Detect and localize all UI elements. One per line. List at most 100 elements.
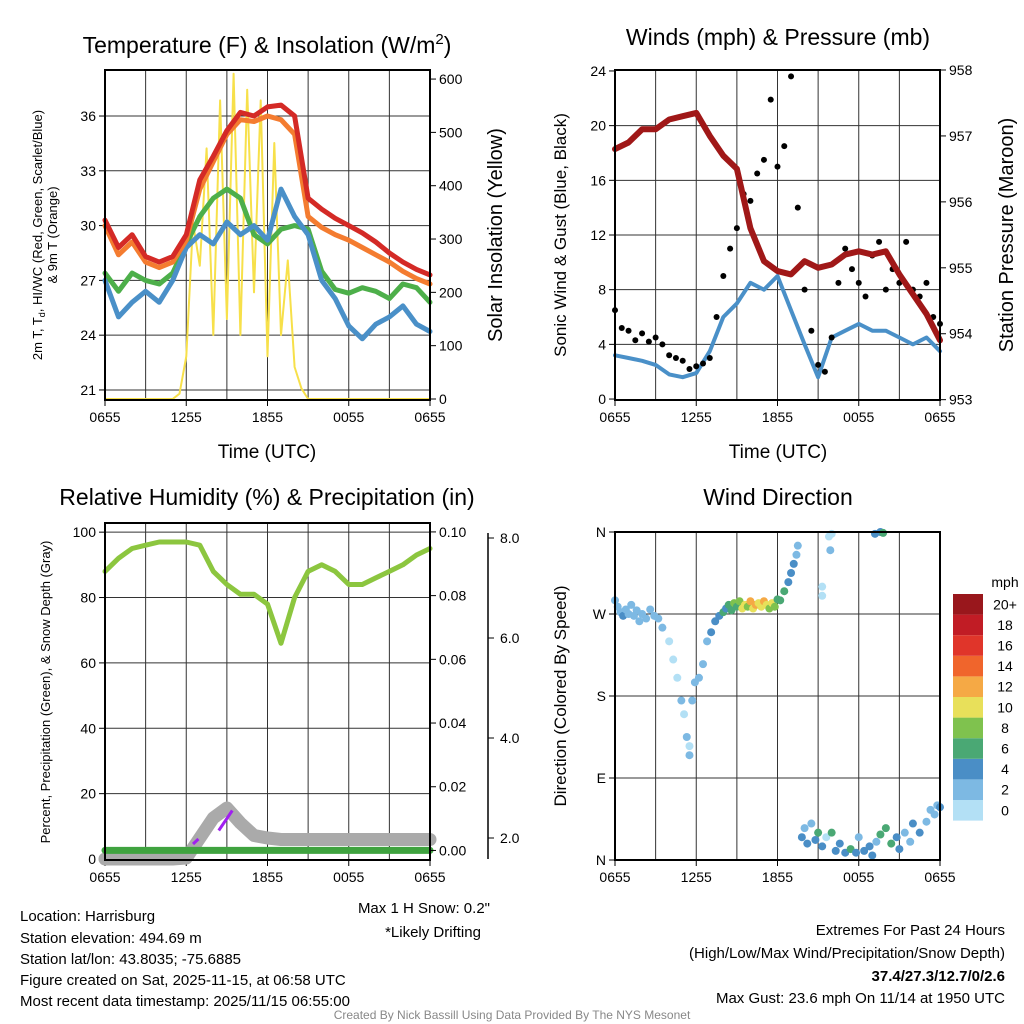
y-tick-label: 8 [598, 282, 606, 298]
x-tick-label: 0655 [414, 409, 445, 425]
colorbar-swatch [953, 697, 983, 718]
gust-point [903, 238, 910, 245]
wind-direction-point [831, 846, 840, 855]
x-tick-label: 1255 [171, 869, 202, 885]
gust-point [815, 361, 822, 368]
y-tick-label: 100 [73, 524, 97, 540]
wind-direction-point [780, 587, 789, 596]
y2-tick-label: 958 [949, 62, 973, 78]
drifting-snow-segment [217, 809, 234, 832]
wind-direction-point [665, 637, 674, 646]
gust-point [848, 266, 855, 273]
wind-direction-point [930, 810, 939, 819]
created-text: Figure created on Sat, 2025-11-15, at 06… [20, 972, 346, 989]
temperature-chart-title: Temperature (F) & Insolation (W/m2) [83, 31, 452, 58]
wind-direction-point [895, 845, 904, 854]
y-tick-label: 16 [590, 172, 606, 188]
wind-direction-point [654, 614, 663, 623]
x-tick-label: 0655 [924, 869, 955, 885]
temperature-series-td-line [102, 186, 433, 342]
y2-tick-label: 0.10 [439, 524, 466, 540]
wind-direction-point [826, 546, 835, 555]
y-tick-label: 12 [590, 227, 606, 243]
y-tick-label: 0 [598, 391, 606, 407]
y-tick-label: 27 [80, 272, 96, 288]
temperature-y-axis-label: 2m T, Td, HI/WC (Red, Green, Scarlet/Blu… [30, 110, 47, 360]
x-tick-label: 0055 [333, 409, 364, 425]
gust-point [645, 338, 652, 345]
snow-tick-label: 2.0 [500, 830, 520, 846]
gust-point [801, 286, 808, 293]
latlon-text: Station lat/lon: 43.8035; -75.6885 [20, 951, 241, 968]
colorbar-swatch [953, 594, 983, 615]
colorbar-label: 18 [997, 617, 1013, 633]
x-tick-label: 1855 [762, 409, 793, 425]
wind-direction-point [646, 605, 655, 614]
wind-y-axis-label: Sonic Wind & Gust (Blue, Black) [551, 113, 570, 357]
y-tick-label: 20 [80, 786, 96, 802]
gust-point [666, 352, 673, 359]
gust-point [828, 334, 835, 341]
wind-direction-point [818, 582, 827, 591]
extremes-heading: Extremes For Past 24 Hours [816, 922, 1005, 939]
winds-x-axis-label: Time (UTC) [729, 442, 828, 463]
temperature-plot-border [104, 69, 431, 401]
wind-direction-point [852, 848, 861, 857]
gust-point [679, 357, 686, 364]
direction-y-axis-label: Direction (Colored By Speed) [551, 585, 570, 806]
wind-direction-point [900, 828, 909, 837]
colorbar-label: 8 [1001, 720, 1009, 736]
y2-tick-label: 957 [949, 128, 973, 144]
y-tick-label: E [597, 770, 606, 786]
wind-direction-point [887, 839, 896, 848]
gust-point [625, 327, 632, 334]
colorbar-label: 10 [997, 699, 1013, 715]
temperature-series-9m-line [102, 113, 433, 287]
colorbar-swatch [953, 655, 983, 677]
sonic-wind-line [613, 274, 942, 380]
y2-tick-label: 100 [439, 338, 463, 354]
elevation-text: Station elevation: 494.69 m [20, 930, 202, 947]
gust-point [747, 197, 754, 204]
wind-direction-point [669, 655, 678, 664]
gust-point [672, 355, 679, 362]
wind-direction-point [658, 623, 667, 632]
gust-point [821, 368, 828, 375]
x-tick-label: 1255 [681, 869, 712, 885]
colorbar-swatch [953, 758, 983, 780]
x-tick-label: 1255 [171, 409, 202, 425]
humidity-axes: 0 20 40 60 80 100 0655 1255 1855 0055 0655 [73, 523, 446, 885]
colorbar-label: 16 [997, 638, 1013, 654]
y2-tick-label: 0.06 [439, 651, 466, 667]
colorbar-label: 4 [1001, 761, 1009, 777]
colorbar-swatch [953, 676, 983, 697]
y2-tick-label: 300 [439, 231, 463, 247]
gust-point [862, 293, 869, 300]
winds-axes: 0 4 8 12 16 20 24 0655 1255 1855 0055 0655 [590, 63, 955, 425]
colorbar-label: 0 [1001, 802, 1009, 818]
drifting-note: *Likely Drifting [385, 924, 481, 941]
gust-point [693, 363, 700, 370]
x-tick-label: 1855 [252, 409, 283, 425]
wind-direction-point [703, 637, 712, 646]
gust-point [808, 327, 815, 334]
y-tick-label: 33 [80, 163, 96, 179]
wind-direction-point [677, 696, 686, 705]
wind-direction-point [793, 541, 802, 550]
y-tick-label: 30 [80, 218, 96, 234]
solar-y-axis-label: Solar Insolation (Yellow) [485, 128, 507, 342]
gust-point [882, 286, 889, 293]
x-tick-label: 1855 [252, 869, 283, 885]
y2-tick-label: 956 [949, 194, 973, 210]
wind-direction-point [881, 824, 890, 833]
speed-colorbar: mph 0 2 4 6 8 10 12 14 16 18 20+ [953, 574, 1019, 821]
colorbar-swatch [953, 800, 983, 821]
snow-tick-label: 8.0 [500, 530, 520, 546]
winds-plot-border [614, 69, 941, 401]
colorbar-unit: mph [991, 574, 1018, 590]
gust-point [923, 279, 930, 286]
wind-direction-point [854, 833, 863, 842]
colorbar-swatch [953, 779, 983, 800]
